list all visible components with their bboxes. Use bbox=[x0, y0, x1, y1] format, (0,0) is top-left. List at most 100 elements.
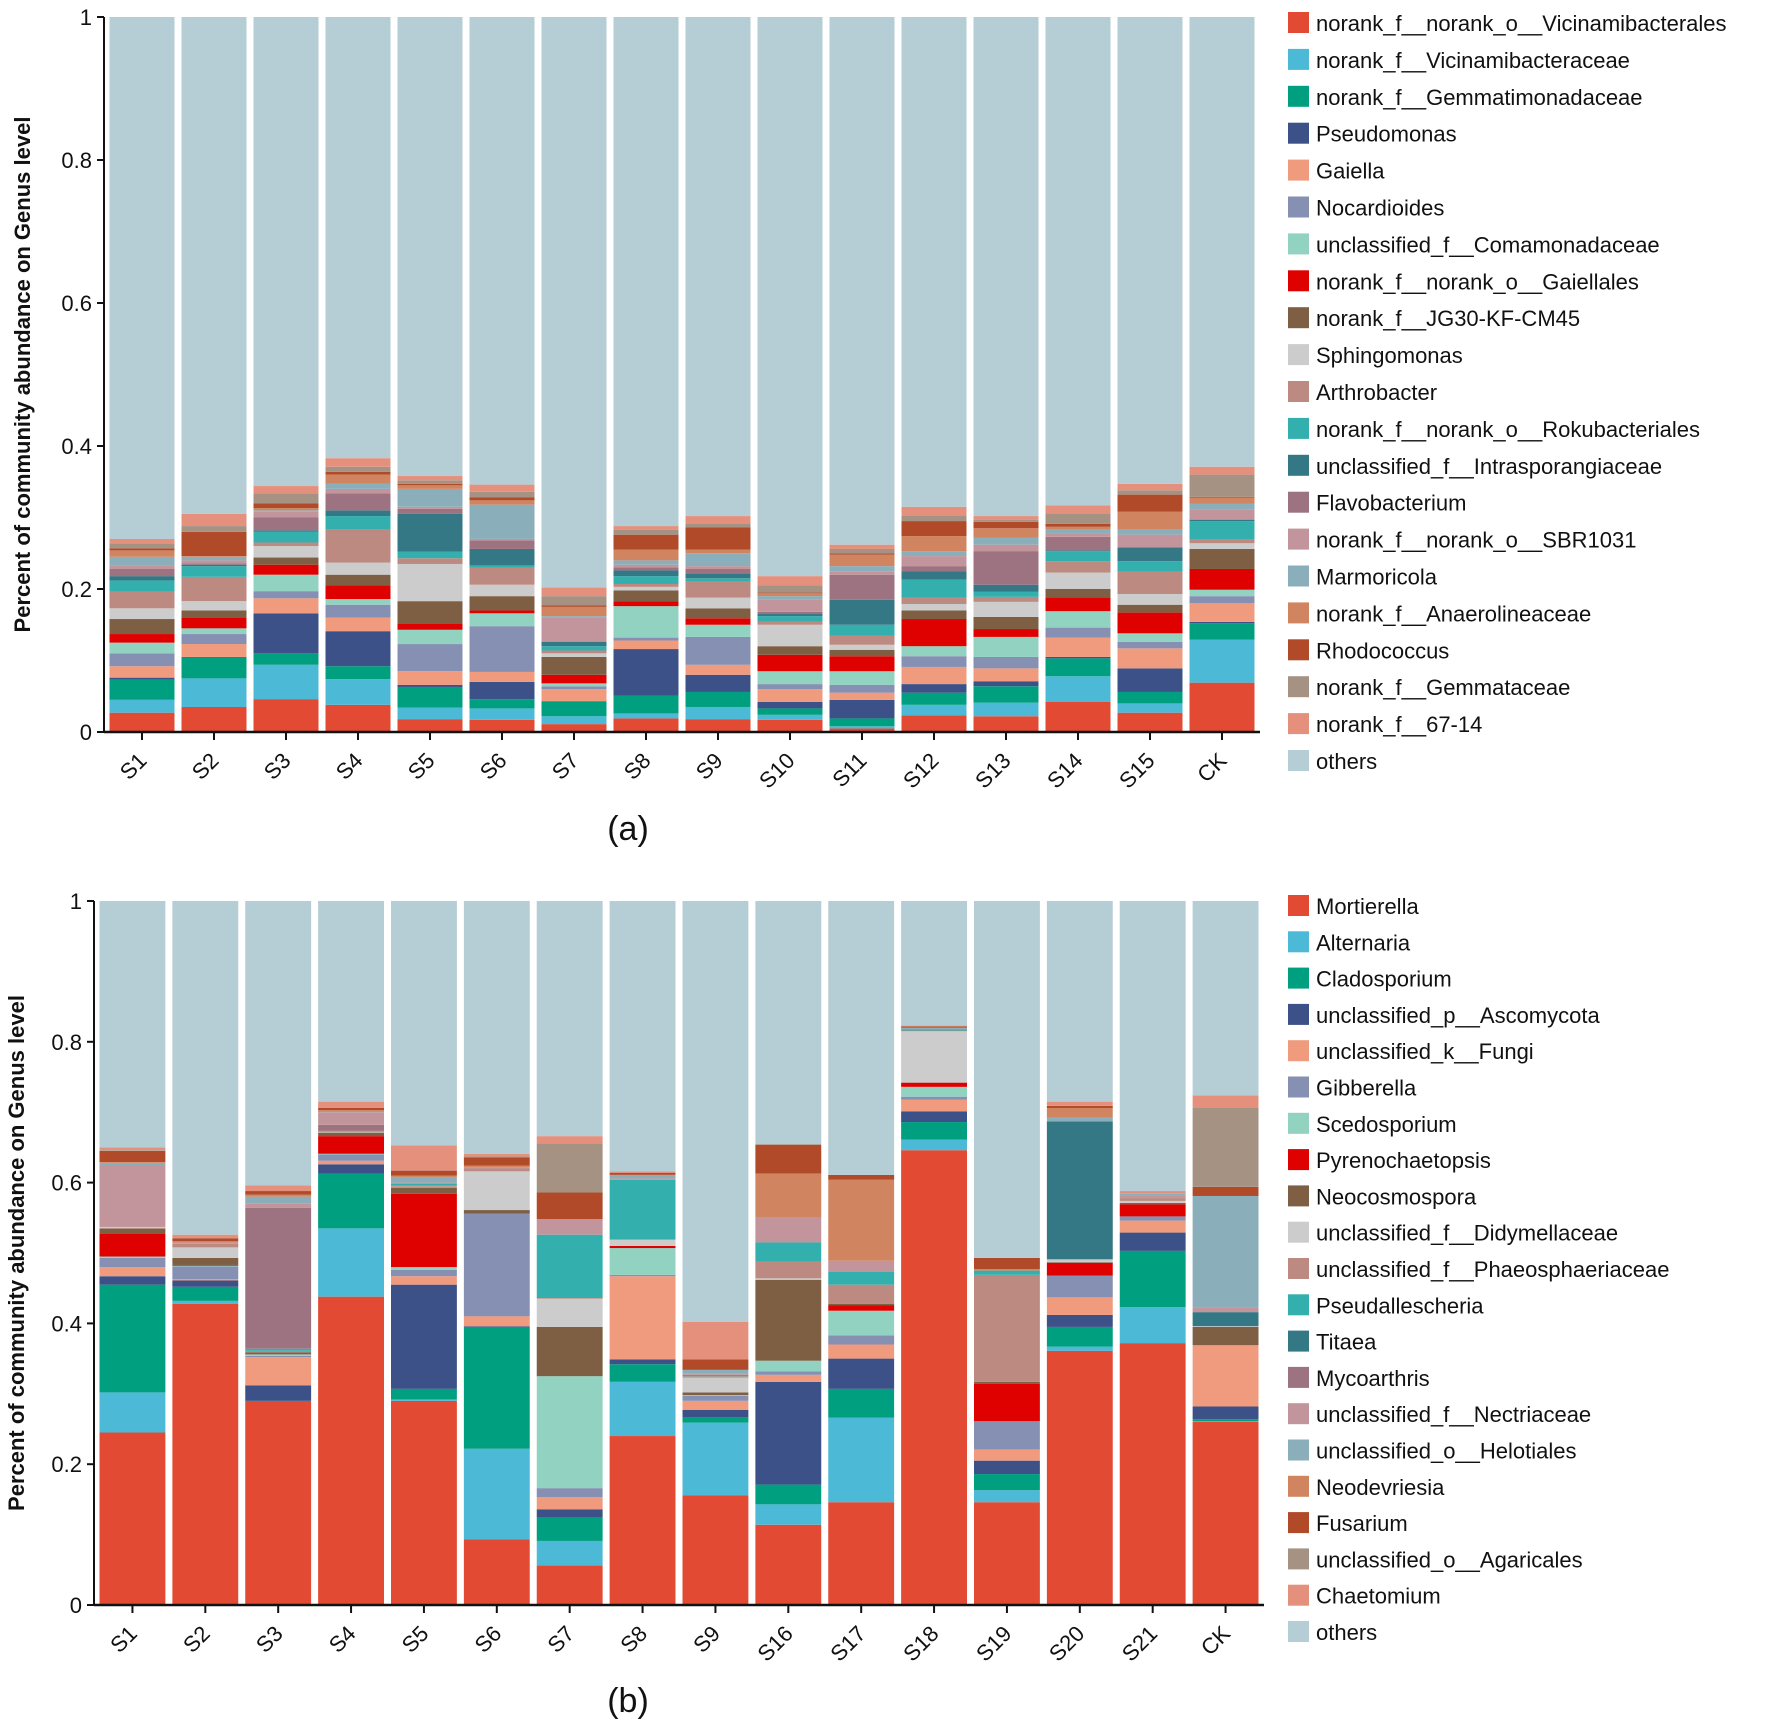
bar-segment-S4-6 bbox=[318, 1153, 384, 1155]
legend-swatch bbox=[1288, 1330, 1309, 1352]
bar-segment-S11-14 bbox=[829, 571, 895, 575]
bar-segment-S9-14 bbox=[685, 566, 751, 569]
bar-segment-S6-12 bbox=[469, 548, 535, 566]
legend-label: others bbox=[1316, 749, 1377, 774]
bar-segment-S5-17 bbox=[397, 483, 463, 486]
bar-segment-S4-7 bbox=[325, 585, 391, 600]
bar-segment-S13-14 bbox=[973, 544, 1039, 552]
bar-segment-CK-7 bbox=[1189, 568, 1255, 590]
bar-segment-S6-3 bbox=[469, 681, 535, 700]
bar-segment-S15-12 bbox=[1117, 547, 1183, 562]
bar-segment-S5-3 bbox=[397, 684, 463, 687]
bar-S3 bbox=[245, 901, 312, 1605]
legend-swatch bbox=[1288, 528, 1309, 550]
y-axis-title: Percent of community abundance on Genus … bbox=[10, 117, 35, 633]
bar-segment-S13-1 bbox=[973, 702, 1039, 717]
bar-segment-S9-12 bbox=[685, 573, 751, 579]
bar-segment-S21-10 bbox=[1119, 1198, 1186, 1201]
bar-segment-S2-6 bbox=[172, 1265, 239, 1267]
bar-segment-S8-9 bbox=[609, 1239, 676, 1246]
bar-segment-S17-0 bbox=[828, 1502, 895, 1605]
bar-segment-S9-15 bbox=[685, 553, 751, 567]
bar-segment-S4-16 bbox=[325, 474, 391, 484]
bar-segment-S14-5 bbox=[1045, 627, 1111, 638]
bar-segment-S21-2 bbox=[1119, 1250, 1186, 1308]
bar-segment-S13-13 bbox=[973, 551, 1039, 585]
legend-swatch bbox=[1288, 750, 1309, 771]
bar-segment-S8-17 bbox=[613, 534, 679, 550]
legend-item: unclassified_o__Helotiales bbox=[1288, 1439, 1577, 1464]
bar-segment-S4-15 bbox=[318, 1111, 384, 1113]
legend-swatch bbox=[1288, 85, 1309, 107]
bar-segment-S10-11 bbox=[757, 616, 823, 622]
bar-segment-S6-10 bbox=[469, 567, 535, 585]
legend-label: unclassified_p__Ascomycota bbox=[1316, 1003, 1600, 1028]
legend-item: Pyrenochaetopsis bbox=[1288, 1148, 1491, 1173]
bar-segment-S3-14 bbox=[253, 511, 319, 518]
bar-segment-S8-10 bbox=[613, 583, 679, 587]
bar-segment-S9-18 bbox=[685, 523, 751, 528]
bar-segment-CK-6 bbox=[1189, 589, 1255, 597]
legend-swatch bbox=[1288, 1584, 1309, 1606]
bar-segment-S18-4 bbox=[901, 1099, 967, 1112]
bar-segment-S1-1 bbox=[109, 699, 175, 713]
bar-segment-S16-10 bbox=[755, 1261, 822, 1279]
bar-segment-S1-2 bbox=[109, 679, 175, 700]
bar-segment-S3-2 bbox=[245, 1400, 312, 1402]
bar-segment-S12-6 bbox=[901, 646, 967, 657]
bar-segment-S9-10 bbox=[682, 1376, 749, 1378]
legend-item: Gaiella bbox=[1288, 159, 1385, 184]
bar-segment-S8-19 bbox=[613, 526, 679, 530]
x-tick-label: S4 bbox=[331, 748, 368, 785]
bar-segment-S4-8 bbox=[318, 1132, 384, 1137]
legend-swatch bbox=[1288, 491, 1309, 513]
bar-segment-S1-5 bbox=[109, 653, 175, 667]
bar-segment-S10-13 bbox=[757, 611, 823, 615]
bar-S2 bbox=[181, 17, 247, 732]
legend-swatch bbox=[1288, 1221, 1309, 1243]
legend-swatch bbox=[1288, 1512, 1309, 1534]
bar-segment-S11-15 bbox=[829, 566, 895, 572]
bar-segment-S6-18 bbox=[463, 1156, 530, 1158]
bar-segment-S14-15 bbox=[1045, 529, 1111, 534]
bar-segment-S1-0 bbox=[109, 712, 175, 732]
bar-segment-S16-11 bbox=[755, 1242, 822, 1262]
bar-segment-S21-14 bbox=[1119, 1195, 1186, 1199]
bar-segment-S11-1 bbox=[829, 726, 895, 729]
bar-segment-S1-15 bbox=[109, 556, 175, 566]
bar-segment-S17-2 bbox=[828, 1388, 895, 1418]
bar-segment-S15-15 bbox=[1117, 529, 1183, 535]
bar-segment-S21-8 bbox=[1119, 1203, 1186, 1205]
bar-segment-S19-0 bbox=[974, 1502, 1040, 1605]
bar-segment-S8-20 bbox=[609, 901, 676, 1172]
bar-segment-S12-20 bbox=[901, 17, 967, 507]
bar-segment-S13-16 bbox=[973, 528, 1039, 538]
bar-segment-S13-0 bbox=[973, 716, 1039, 732]
bar-segment-S19-3 bbox=[974, 1460, 1040, 1475]
x-tick-label: S9 bbox=[688, 1621, 725, 1658]
bar-segment-S17-4 bbox=[828, 1344, 895, 1359]
bar-segment-S10-2 bbox=[757, 708, 823, 715]
bar-segment-S5-0 bbox=[391, 1400, 457, 1605]
x-tick-label: S9 bbox=[691, 748, 728, 785]
bar-segment-S4-9 bbox=[325, 562, 391, 575]
bar-segment-S3-15 bbox=[245, 1196, 312, 1204]
bar-segment-CK-11 bbox=[1189, 521, 1255, 540]
legend-item: unclassified_f__Phaeosphaeriaceae bbox=[1288, 1257, 1669, 1282]
bar-segment-S4-8 bbox=[325, 574, 391, 586]
bar-S6 bbox=[469, 17, 535, 732]
legend-label: norank_f__Vicinamibacteraceae bbox=[1316, 48, 1630, 73]
bar-segment-S1-5 bbox=[99, 1257, 166, 1268]
bar-segment-S1-16 bbox=[109, 550, 175, 557]
legend-swatch bbox=[1288, 895, 1309, 916]
legend-item: Nocardioides bbox=[1288, 196, 1444, 221]
bar-segment-S4-10 bbox=[325, 529, 391, 563]
bar-segment-S18-11 bbox=[901, 1029, 967, 1031]
bar-segment-S20-15 bbox=[1046, 1117, 1113, 1122]
bar-segment-S19-7 bbox=[974, 1383, 1040, 1422]
bar-segment-CK-12 bbox=[1192, 1312, 1259, 1327]
bar-segment-S5-4 bbox=[391, 1276, 457, 1285]
bar-segment-S8-2 bbox=[613, 695, 679, 714]
bar-segment-S6-9 bbox=[469, 584, 535, 597]
bar-segment-S2-12 bbox=[181, 564, 247, 567]
